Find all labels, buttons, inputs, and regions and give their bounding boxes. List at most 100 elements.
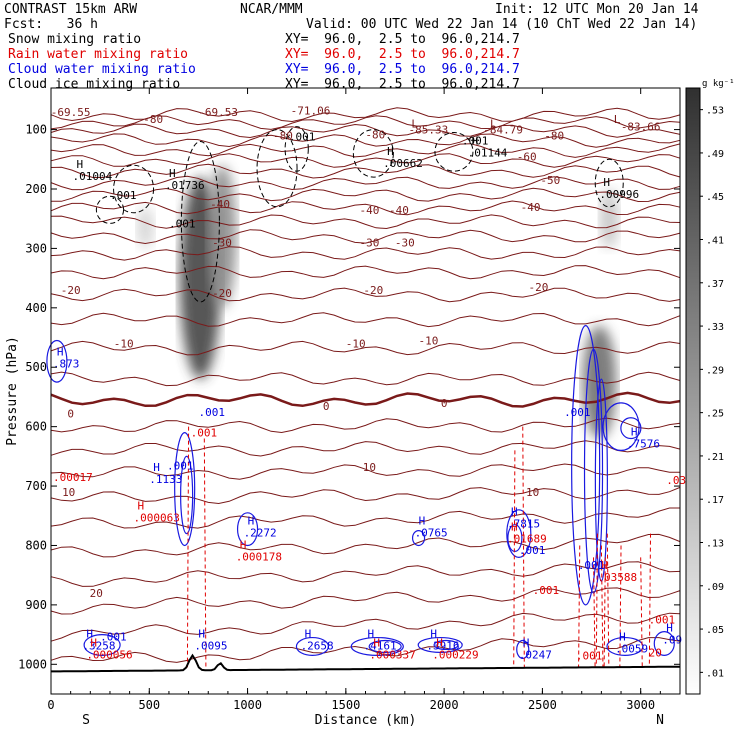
temperature-label: -69.53 bbox=[198, 106, 238, 119]
high-marker: H bbox=[367, 627, 374, 640]
high-marker: H bbox=[430, 627, 437, 640]
rain-contour bbox=[522, 426, 525, 668]
cloud-water-contour bbox=[507, 524, 523, 553]
maximum-value-label: .873 bbox=[53, 357, 80, 370]
temperature-label: 10 bbox=[62, 486, 75, 499]
cloud-water-contour bbox=[653, 631, 675, 656]
snow-shade-3 bbox=[599, 189, 619, 249]
maximum-value-label: .01736 bbox=[165, 179, 205, 192]
temperature-label: 10 bbox=[526, 486, 539, 499]
temperature-label: -80 bbox=[143, 113, 163, 126]
temperature-label: -50 bbox=[540, 174, 560, 187]
maximum-value-label: .03588 bbox=[597, 571, 637, 584]
organization: NCAR/MMM bbox=[240, 2, 303, 17]
isotherm-line bbox=[50, 265, 681, 280]
colorbar-unit: g kg⁻¹ bbox=[702, 79, 735, 89]
cloud-ice-contours bbox=[95, 126, 624, 303]
rain-contour bbox=[513, 450, 516, 668]
high-marker: H bbox=[137, 500, 144, 513]
colorbar: .01 .05 .09 .13 .17 .21 .25 .29 .33 .37 .41 .45 .49.… bbox=[685, 79, 735, 695]
high-marker: H bbox=[472, 134, 479, 147]
rain-contour bbox=[648, 533, 652, 668]
cloud-ice-contour bbox=[352, 129, 394, 178]
x-tick-label: 500 bbox=[138, 698, 160, 712]
rain-contour bbox=[203, 438, 207, 668]
temperature-label: 0 bbox=[67, 408, 74, 421]
cloud-ice-contour bbox=[256, 129, 298, 208]
legend-cloud-water: Cloud water mixing ratio bbox=[8, 62, 196, 77]
y-tick-label: 300 bbox=[25, 241, 47, 255]
maximum-value-label: .00996 bbox=[599, 188, 639, 201]
cloud-water-contour bbox=[571, 325, 601, 606]
temperature-label: -10 bbox=[418, 335, 438, 348]
y-tick-label: 400 bbox=[25, 301, 47, 315]
cloud-water-contour bbox=[180, 455, 194, 535]
contour-value-label: .001 bbox=[191, 427, 218, 440]
x-tick-label: 1500 bbox=[331, 698, 360, 712]
colorbar-tick-label: .29 bbox=[706, 365, 724, 376]
isotherm-line bbox=[50, 486, 681, 505]
colorbar-tick-label: .21 bbox=[706, 452, 724, 463]
rain-contour bbox=[593, 557, 596, 668]
cloud-water-contour bbox=[620, 417, 642, 440]
maximum-value-label: .000337 bbox=[369, 648, 415, 661]
init-time: Init: 12 UTC Mon 20 Jan 14 bbox=[495, 2, 699, 17]
maximum-value-label: .1133 bbox=[149, 473, 182, 486]
maximum-value-label: .7576 bbox=[627, 437, 660, 450]
legend-cloud-water-xy: XY= 96.0, 2.5 to 96.0,214.7 bbox=[285, 62, 520, 77]
cloud-water-contour bbox=[295, 636, 330, 656]
temperature-label: -10 bbox=[346, 337, 366, 350]
isotherm-line bbox=[50, 440, 681, 457]
low-marker: L bbox=[614, 113, 621, 126]
cloud-ice-contour bbox=[594, 158, 624, 208]
temperature-label: 20 bbox=[90, 587, 103, 600]
isotherm-line bbox=[50, 312, 681, 328]
north-label: N bbox=[656, 713, 664, 728]
high-marker: H bbox=[601, 559, 608, 572]
legend-rain: Rain water mixing ratio bbox=[8, 47, 189, 62]
colorbar-tick-label: .53 bbox=[706, 106, 724, 117]
colorbar-tick-label: .33 bbox=[706, 322, 724, 333]
contour-value-label: .001 bbox=[578, 559, 605, 572]
low-marker: L bbox=[411, 118, 418, 131]
x-tick-label: 0 bbox=[47, 698, 54, 712]
isotherm-line bbox=[50, 123, 681, 139]
valid-time: Valid: 00 UTC Wed 22 Jan 14 (10 ChT Wed … bbox=[306, 17, 698, 32]
legend-snow: Snow mixing ratio bbox=[8, 32, 142, 47]
maximum-value-label: .01004 bbox=[73, 170, 113, 183]
isotherm-line bbox=[50, 417, 681, 434]
y-tick-label: 800 bbox=[25, 538, 47, 552]
isotherm-line bbox=[51, 187, 681, 203]
temperature-label: -20 bbox=[529, 281, 549, 294]
temperature-label: -40 bbox=[210, 198, 230, 211]
contour-value-label: .001 bbox=[289, 131, 316, 144]
maximum-value-label: .0765 bbox=[415, 527, 448, 540]
y-tick-label: 500 bbox=[25, 360, 47, 374]
high-marker: H bbox=[511, 506, 518, 519]
temperature-label: -20 bbox=[363, 284, 383, 297]
cloud-water-contour bbox=[583, 348, 604, 594]
high-marker: H bbox=[436, 636, 443, 649]
maximum-value-label: .000056 bbox=[86, 648, 132, 661]
cloud-water-contour bbox=[350, 636, 404, 656]
temperature-contours bbox=[50, 107, 681, 663]
terrain-line bbox=[51, 653, 680, 673]
isotherm-line bbox=[50, 133, 681, 148]
contour-value-label: .001 bbox=[533, 584, 560, 597]
high-marker: H bbox=[305, 627, 312, 640]
temperature-label: -60 bbox=[517, 150, 537, 163]
contour-value-label: .001 bbox=[167, 459, 194, 472]
temperature-label: -80 bbox=[273, 130, 293, 143]
x-tick-label: 2500 bbox=[528, 698, 557, 712]
contour-value-label: .001 bbox=[110, 189, 137, 202]
cloud-water-contour bbox=[368, 639, 402, 654]
cloud-ice-contour bbox=[434, 132, 474, 172]
model-title: CONTRAST 15km ARW bbox=[4, 2, 138, 17]
high-marker: H bbox=[603, 176, 610, 189]
temperature-label: 0 bbox=[441, 397, 448, 410]
high-marker: H bbox=[523, 636, 530, 649]
isotherm-line bbox=[50, 561, 681, 587]
isotherm-line bbox=[50, 463, 681, 480]
contour-value-label: .001 bbox=[576, 649, 603, 662]
